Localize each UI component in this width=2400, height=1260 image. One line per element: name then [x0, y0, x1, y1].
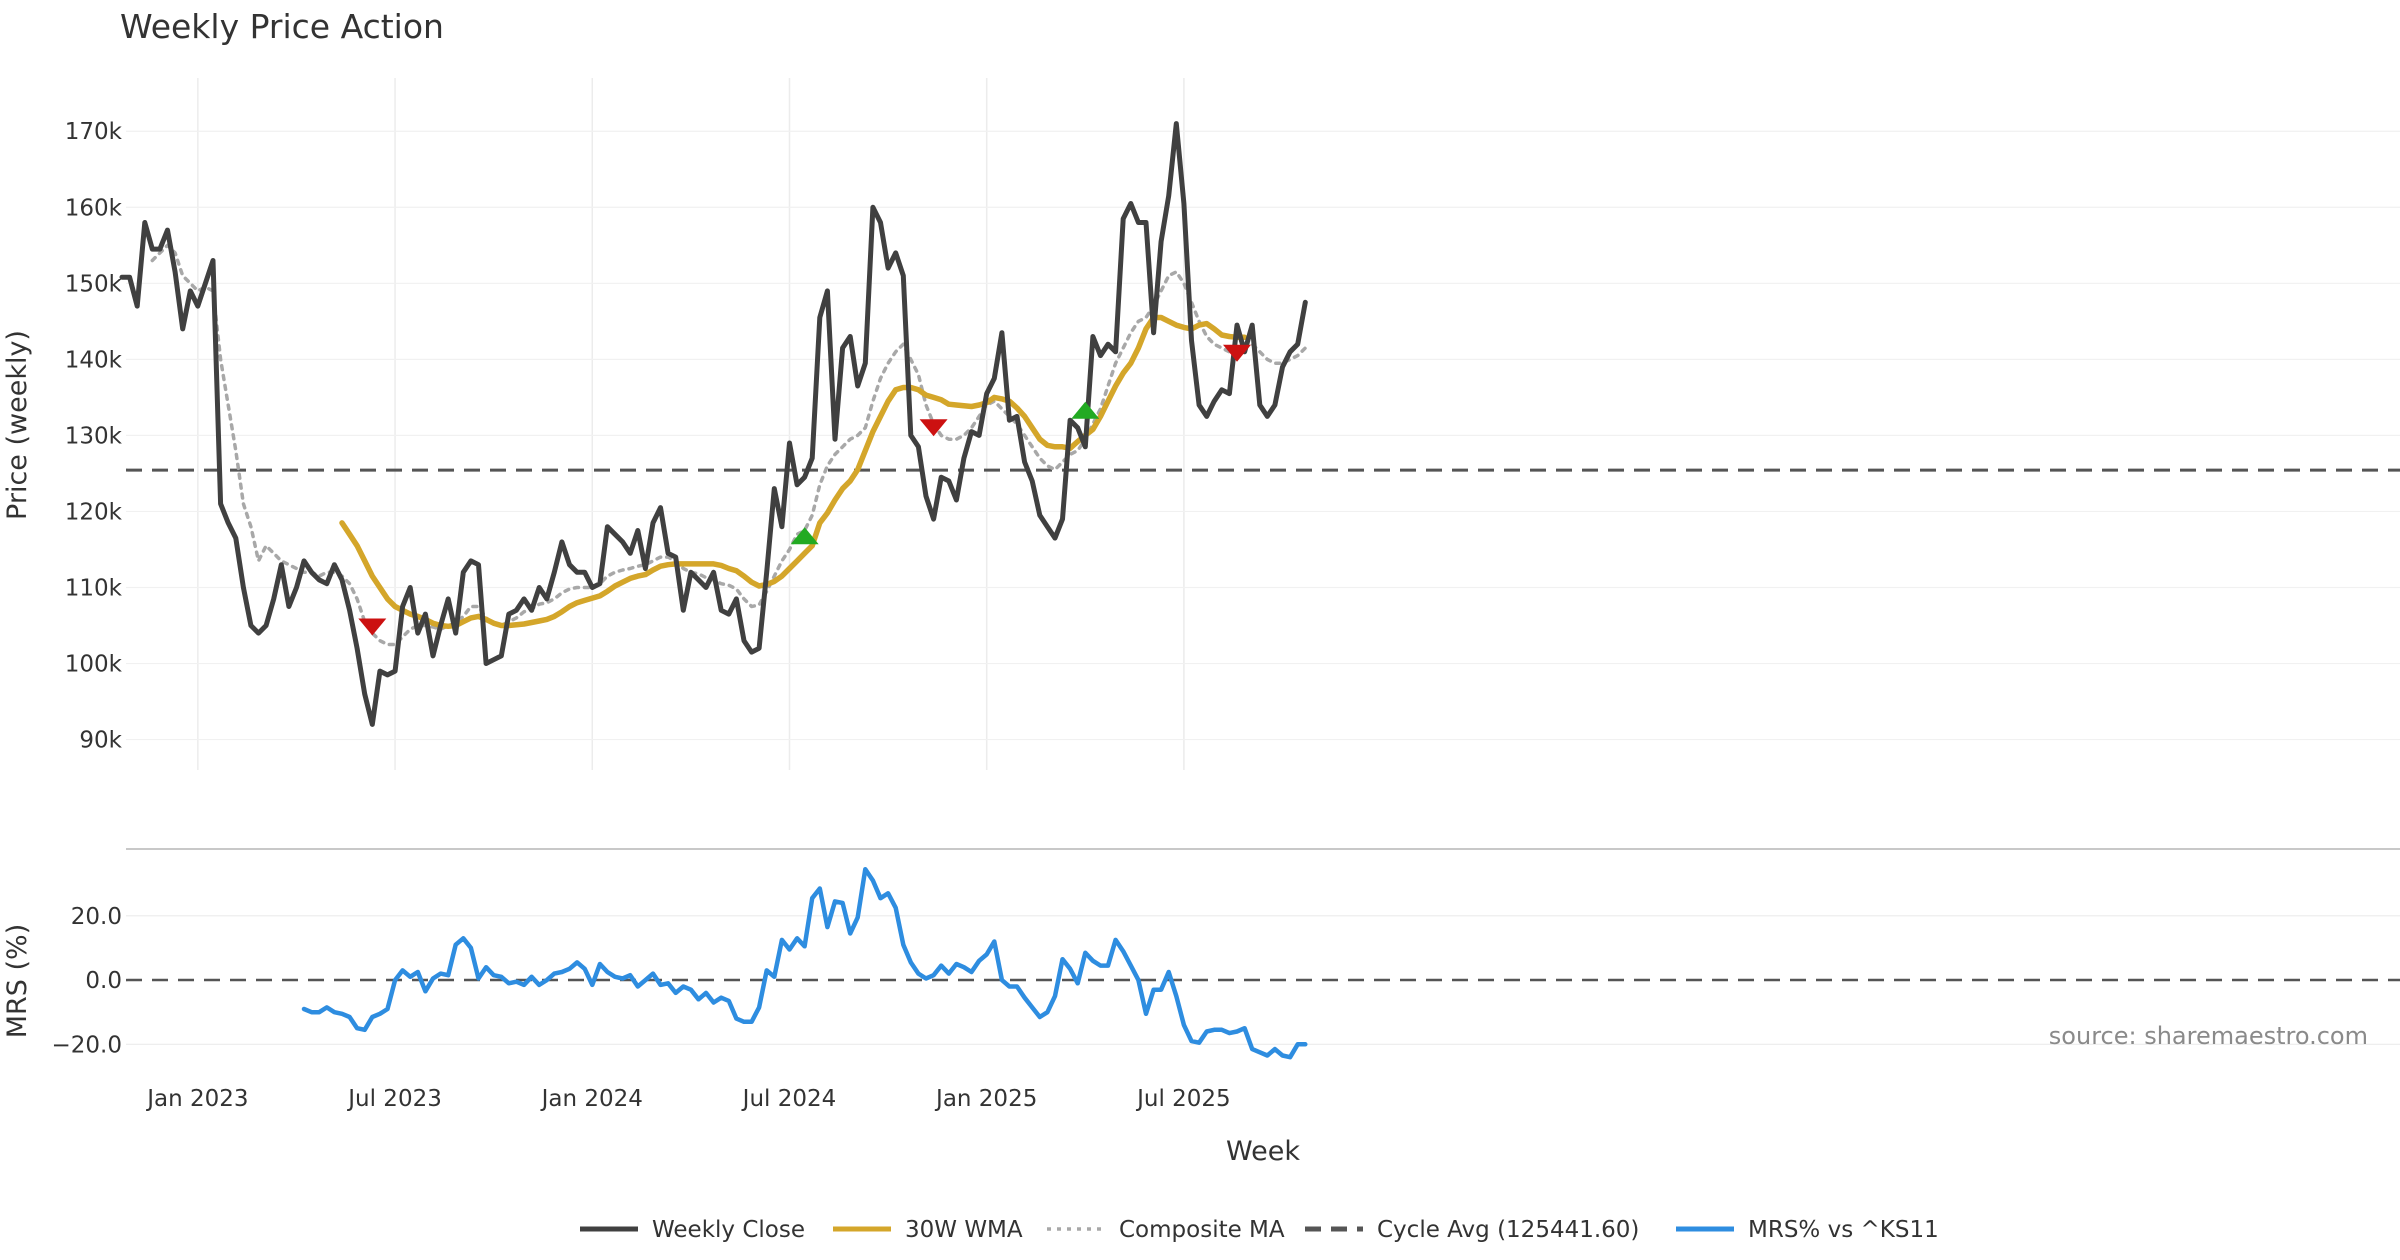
mrs-y-ticks: −20.0 0.0 20.0 — [52, 904, 122, 1058]
legend-label: Composite MA — [1119, 1217, 1285, 1243]
buy-signal-marker — [1071, 401, 1100, 419]
price-series — [119, 121, 2400, 727]
mrs-y-axis-label: MRS (%) — [2, 924, 33, 1039]
legend-label: Cycle Avg (125441.60) — [1377, 1217, 1639, 1243]
x-tick-label: Jan 2025 — [934, 1086, 1037, 1112]
legend-label: 30W WMA — [905, 1217, 1023, 1243]
price-y-tick-label: 170k — [65, 119, 123, 145]
sell-signal-marker — [358, 618, 387, 636]
legend-label: Weekly Close — [652, 1217, 805, 1243]
30w-wma-line — [339, 314, 1248, 630]
mrs-line — [301, 866, 1308, 1060]
mrs-y-tick-label: 20.0 — [71, 904, 122, 930]
price-grid — [126, 78, 2400, 770]
price-y-tick-label: 130k — [65, 423, 123, 449]
sell-signal-marker — [1222, 344, 1251, 362]
source-credit: source: sharemaestro.com — [2049, 1022, 2368, 1050]
x-tick-label: Jul 2024 — [741, 1086, 837, 1112]
mrs-y-tick-label: −20.0 — [52, 1032, 122, 1058]
chart-title: Weekly Price Action — [120, 7, 444, 46]
price-y-tick-label: 160k — [65, 195, 123, 221]
price-y-tick-label: 120k — [65, 499, 123, 525]
legend: Weekly Close 30W WMA Composite MA Cycle Avg… — [580, 1217, 1939, 1243]
mrs-series — [301, 866, 1308, 1060]
x-tick-label: Jan 2023 — [145, 1086, 248, 1112]
price-y-tick-label: 150k — [65, 271, 123, 297]
price-y-ticks: 90k 100k 110k 120k 130k 140k 150k 160k 170k — [65, 119, 123, 753]
signal-markers — [358, 344, 1251, 636]
x-tick-label: Jan 2024 — [540, 1086, 643, 1112]
price-y-tick-label: 110k — [65, 575, 123, 601]
price-y-tick-label: 90k — [79, 728, 122, 754]
x-ticks: Jan 2023 Jul 2023 Jan 2024 Jul 2024 Jan 2025… — [145, 1086, 1231, 1112]
sell-signal-marker — [919, 419, 948, 437]
price-y-tick-label: 100k — [65, 652, 123, 678]
price-y-tick-label: 140k — [65, 347, 123, 373]
price-y-axis-label: Price (weekly) — [2, 330, 33, 520]
x-tick-label: Jul 2025 — [1135, 1086, 1231, 1112]
composite-ma-line — [150, 243, 1308, 647]
x-axis-label: Week — [1226, 1136, 1300, 1167]
weekly-close-line — [119, 121, 1308, 727]
x-tick-label: Jul 2023 — [346, 1086, 442, 1112]
mrs-y-tick-label: 0.0 — [85, 968, 122, 994]
legend-label: MRS% vs ^KS11 — [1748, 1217, 1939, 1243]
buy-signal-marker — [790, 527, 819, 545]
